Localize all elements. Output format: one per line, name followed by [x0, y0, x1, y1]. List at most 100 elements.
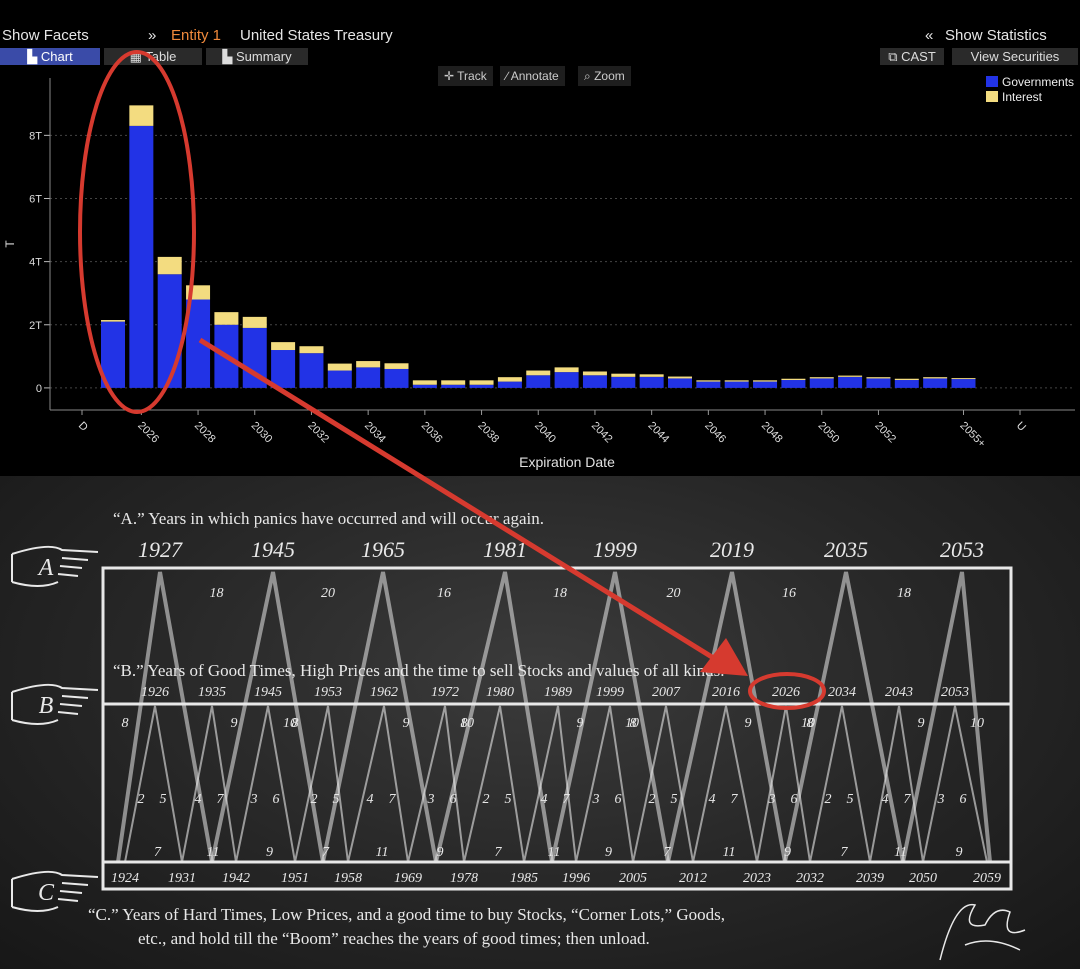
summary-icon: ▙ — [222, 49, 236, 64]
x-tick-label: 2026 — [135, 420, 161, 446]
tab-summary-label: Summary — [235, 49, 292, 64]
bar-interest-2055+ — [951, 378, 976, 380]
y-tick-label: 6T — [29, 193, 42, 205]
tab-chart[interactable]: ▙ Chart — [0, 48, 100, 65]
bar-governments-2026 — [129, 125, 154, 388]
y-axis-label: T — [3, 240, 17, 248]
bar-interest-2035 — [384, 363, 409, 369]
bar-interest-2031 — [271, 342, 296, 351]
bar-governments-2053 — [894, 380, 919, 388]
x-tick-label: 2032 — [305, 420, 331, 446]
bar-governments-2029 — [214, 324, 239, 388]
zoom-label: Zoom — [594, 69, 625, 83]
track-button[interactable]: ✛ Track — [438, 66, 493, 86]
x-tick-label: 2038 — [475, 420, 501, 446]
show-facets-button[interactable]: Show Facets — [2, 27, 89, 44]
bar-governments-2042 — [582, 375, 607, 388]
x-tick-label: 2052 — [872, 420, 898, 446]
chevron-left-icon[interactable]: « — [925, 27, 934, 44]
bar-governments-2027 — [157, 274, 182, 388]
tab-chart-label: Chart — [40, 49, 73, 64]
track-label: Track — [457, 69, 487, 83]
x-tick-label: D — [76, 420, 90, 434]
x-tick-label: 2028 — [192, 420, 218, 446]
bar-interest-2039 — [497, 377, 522, 382]
entity-label: Entity 1 — [171, 27, 222, 44]
bar-governments-2050 — [809, 378, 834, 388]
bar-interest-2033 — [327, 363, 352, 371]
chart-icon: ▙ — [27, 49, 41, 64]
bar-governments-2032 — [299, 353, 324, 388]
bar-governments-2037 — [441, 384, 466, 388]
maturity-bar-chart: 0 2T 4T 6T 8T T D 2026 2028 2030 2032 2034 2036 2038 2… — [3, 50, 1075, 470]
annotate-label: Annotate — [510, 69, 559, 83]
bar-interest-2041 — [554, 367, 579, 373]
x-tick-label: 2050 — [816, 420, 842, 446]
bar-governments-2055+ — [951, 379, 976, 388]
bar-interest-2048 — [753, 380, 778, 382]
bar-interest-2046 — [696, 380, 721, 382]
view-securities-button[interactable]: View Securities — [952, 48, 1078, 65]
bar-governments-2044 — [639, 376, 664, 388]
bar-governments-2046 — [696, 381, 721, 388]
bar-governments-2051 — [838, 376, 863, 388]
bar-interest-2027 — [157, 256, 182, 275]
x-tick-label: 2044 — [646, 420, 672, 446]
x-tick-label: U — [1014, 420, 1028, 434]
bar-governments-2048 — [753, 381, 778, 388]
bar-interest-2049 — [781, 378, 806, 381]
annotate-button[interactable]: ∕ Annotate — [500, 66, 565, 86]
red-oval-annotation — [78, 50, 196, 414]
bar-interest-2043 — [611, 373, 636, 377]
bar-interest-2042 — [582, 371, 607, 376]
bar-interest-2025 — [101, 320, 125, 322]
bar-governments-2034 — [356, 367, 381, 388]
cast-label: CAST — [901, 49, 936, 64]
show-statistics-button[interactable]: Show Statistics — [945, 27, 1047, 44]
bar-governments-2030 — [242, 327, 267, 388]
bar-interest-2053 — [894, 378, 919, 381]
bar-governments-2045 — [668, 378, 692, 388]
bar-interest-2034 — [356, 361, 381, 368]
y-tick-label: 2T — [29, 320, 42, 332]
bar-interest-2051 — [838, 375, 863, 377]
x-tick-label: 2055+ — [957, 420, 987, 450]
legend-interest: Interest — [1002, 90, 1043, 104]
bar-governments-2049 — [781, 380, 806, 388]
bar-interest-2050 — [809, 377, 834, 379]
bar-interest-2032 — [299, 346, 324, 354]
bar-interest-2037 — [441, 380, 466, 385]
bar-interest-2045 — [668, 376, 692, 379]
bar-governments-2043 — [611, 376, 636, 388]
bar-governments-2033 — [327, 370, 352, 388]
crosshair-icon: ✛ — [444, 69, 458, 83]
bar-interest-2030 — [242, 316, 267, 328]
tab-summary[interactable]: ▙ Summary — [206, 48, 308, 65]
bar-interest-2044 — [639, 374, 664, 377]
x-axis-label: Expiration Date — [519, 454, 615, 470]
bar-interest-2052 — [866, 377, 891, 379]
x-tick-label: 2030 — [249, 420, 275, 446]
bar-interest-2054 — [923, 377, 948, 379]
pencil-icon: ∕ — [506, 69, 511, 83]
hierarchy-icon: ⧉ — [888, 49, 902, 64]
bar-governments-2036 — [412, 384, 437, 388]
bar-interest-2047 — [724, 380, 749, 382]
legend-swatch-interest — [986, 91, 998, 102]
y-tick-label: 0 — [36, 383, 42, 395]
legend-governments: Governments — [1002, 75, 1074, 89]
bar-governments-2040 — [526, 375, 551, 388]
bar-governments-2039 — [497, 381, 522, 388]
cast-button[interactable]: ⧉ CAST — [880, 48, 944, 65]
zoom-button[interactable]: ⌕ Zoom — [578, 66, 631, 86]
x-tick-label: 2046 — [702, 420, 728, 446]
bar-governments-2038 — [469, 384, 494, 388]
x-tick-label: 2040 — [532, 420, 558, 446]
bar-interest-2029 — [214, 312, 239, 325]
x-tick-label: 2048 — [759, 420, 785, 446]
bar-governments-2041 — [554, 372, 579, 388]
chevron-right-icon[interactable]: » — [148, 27, 157, 44]
bar-governments-2052 — [866, 378, 891, 388]
bar-governments-2047 — [724, 381, 749, 388]
bar-governments-2054 — [923, 378, 948, 388]
